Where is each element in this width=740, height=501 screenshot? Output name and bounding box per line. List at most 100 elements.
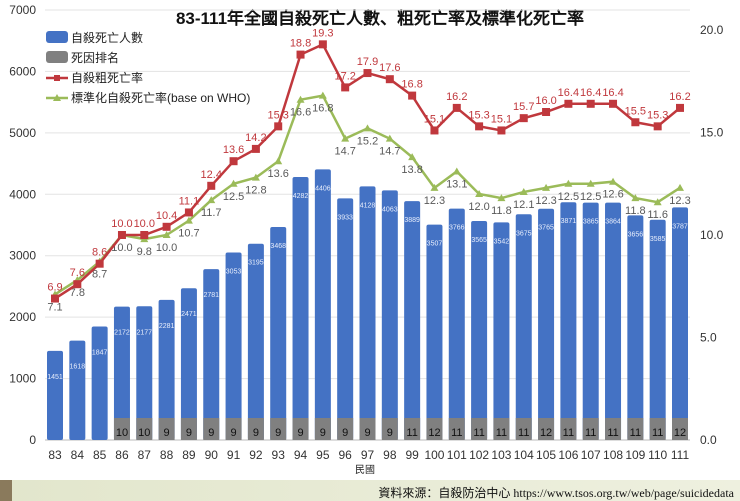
chart: 83-111年全國自殺死亡人數、粗死亡率及標準化死亡率 民國 0 1000 2000…: [9, 3, 723, 476]
crude-rate-label: 17.9: [357, 56, 378, 68]
rank-label: 9: [342, 427, 348, 439]
left-tick-label: 1000: [9, 372, 36, 386]
x-tick-label: 103: [491, 448, 511, 462]
rank-bar: [113, 418, 130, 440]
rank-bar: [515, 418, 532, 440]
x-tick-label: 110: [648, 448, 667, 462]
count-label: 3053: [226, 268, 242, 275]
x-tick-label: 85: [93, 448, 107, 462]
rank-bar: [381, 418, 398, 440]
standardized-rate-label: 12.3: [669, 195, 690, 207]
rank-label: 11: [518, 427, 529, 439]
standardized-rate-marker: [452, 167, 461, 175]
crude-rate-marker: [95, 259, 104, 268]
x-tick-label: 101: [447, 448, 467, 462]
standardized-rate-label: 11.7: [201, 207, 222, 219]
rank-label: 12: [674, 427, 686, 439]
legend-swatch: [46, 51, 68, 63]
rank-label: 10: [116, 427, 128, 439]
left-tick-label: 4000: [9, 187, 36, 201]
rank-bar: [180, 418, 197, 440]
crude-rate-label: 16.4: [580, 87, 601, 99]
rank-bar: [314, 418, 331, 440]
rank-label: 12: [540, 427, 552, 439]
rank-label: 9: [231, 427, 237, 439]
crude-rate-marker: [251, 144, 260, 153]
left-tick-label: 2000: [9, 310, 36, 324]
standardized-rate-label: 8.7: [92, 269, 107, 281]
standardized-rate-marker: [385, 134, 394, 142]
crude-rate-label: 15.7: [513, 101, 534, 113]
legend-entry: 標準化自殺死亡率(base on WHO): [71, 90, 250, 105]
crude-rate-label: 18.8: [290, 38, 311, 50]
rank-bar: [582, 418, 599, 440]
count-label: 1847: [92, 350, 108, 357]
crude-rate-marker: [519, 114, 528, 123]
crude-rate-marker: [73, 280, 82, 289]
standardized-rate-label: 12.5: [580, 191, 601, 203]
count-bar: [649, 219, 666, 440]
count-label: 3933: [337, 214, 353, 221]
crude-rate-label: 15.1: [491, 113, 512, 125]
standardized-rate-label: 14.7: [379, 146, 400, 158]
x-tick-label: 88: [160, 448, 174, 462]
source-text: 資料來源：自殺防治中心 https://www.tsos.org.tw/web/…: [378, 486, 734, 500]
crude-rate-marker: [140, 231, 149, 239]
count-bar: [314, 169, 331, 441]
rank-label: 9: [387, 427, 393, 439]
crude-rate-label: 19.3: [312, 27, 333, 39]
crude-rate-marker: [207, 181, 216, 190]
rank-label: 11: [652, 427, 663, 439]
standardized-rate-label: 10.0: [111, 242, 132, 254]
x-tick-label: 94: [294, 448, 308, 462]
crude-rate-marker: [385, 75, 394, 84]
count-bar: [225, 252, 242, 440]
count-bar: [47, 350, 63, 440]
crude-rate-label: 11.1: [179, 195, 200, 207]
crude-rate-marker: [408, 91, 417, 100]
count-bar: [203, 269, 220, 440]
count-bar: [158, 299, 175, 440]
rank-bar: [538, 418, 555, 440]
rank-label: 11: [473, 427, 484, 439]
crude-rate-marker: [430, 126, 439, 135]
count-label: 2781: [203, 292, 219, 299]
count-bar: [672, 207, 688, 440]
standardized-rate-marker: [430, 183, 439, 191]
count-label: 2471: [181, 311, 197, 318]
count-bar: [538, 208, 555, 440]
legend-entry: 自殺粗死亡率: [71, 70, 143, 85]
rank-label: 11: [630, 427, 641, 439]
count-label: 3656: [628, 231, 644, 238]
legend-swatch: [46, 31, 68, 43]
footer-decoration: [0, 480, 12, 501]
crude-rate-marker: [653, 122, 662, 131]
standardized-rate-label: 13.8: [401, 164, 422, 176]
rank-bar: [359, 418, 376, 440]
x-tick-label: 95: [316, 448, 330, 462]
standardized-rate-label: 14.7: [334, 146, 355, 158]
standardized-rate-marker: [162, 231, 171, 238]
legend-entry: 死因排名: [71, 50, 119, 65]
standardized-rate-label: 13.1: [446, 178, 467, 190]
count-label: 3468: [270, 243, 286, 250]
right-tick-label: 0.0: [700, 433, 717, 447]
crude-rate-label: 14.2: [245, 132, 266, 144]
rank-label: 11: [406, 427, 417, 439]
x-axis-label: 民國: [355, 464, 375, 476]
standardized-rate-marker: [653, 198, 662, 206]
count-bar: [471, 221, 488, 440]
standardized-rate-marker: [676, 183, 684, 191]
standardized-rate-label: 12.6: [602, 189, 623, 201]
rank-bar: [448, 418, 465, 440]
crude-rate-label: 15.5: [625, 105, 646, 117]
count-label: 3585: [650, 236, 666, 243]
crude-rate-label: 13.6: [223, 144, 244, 156]
rank-label: 9: [297, 427, 303, 439]
crude-rate-marker: [51, 294, 59, 303]
legend-marker: [53, 94, 61, 101]
crude-rate-label: 8.6: [92, 247, 107, 259]
x-tick-label: 111: [671, 448, 690, 462]
standardized-rate-label: 10.7: [178, 228, 199, 240]
x-tick-label: 83: [48, 448, 62, 462]
